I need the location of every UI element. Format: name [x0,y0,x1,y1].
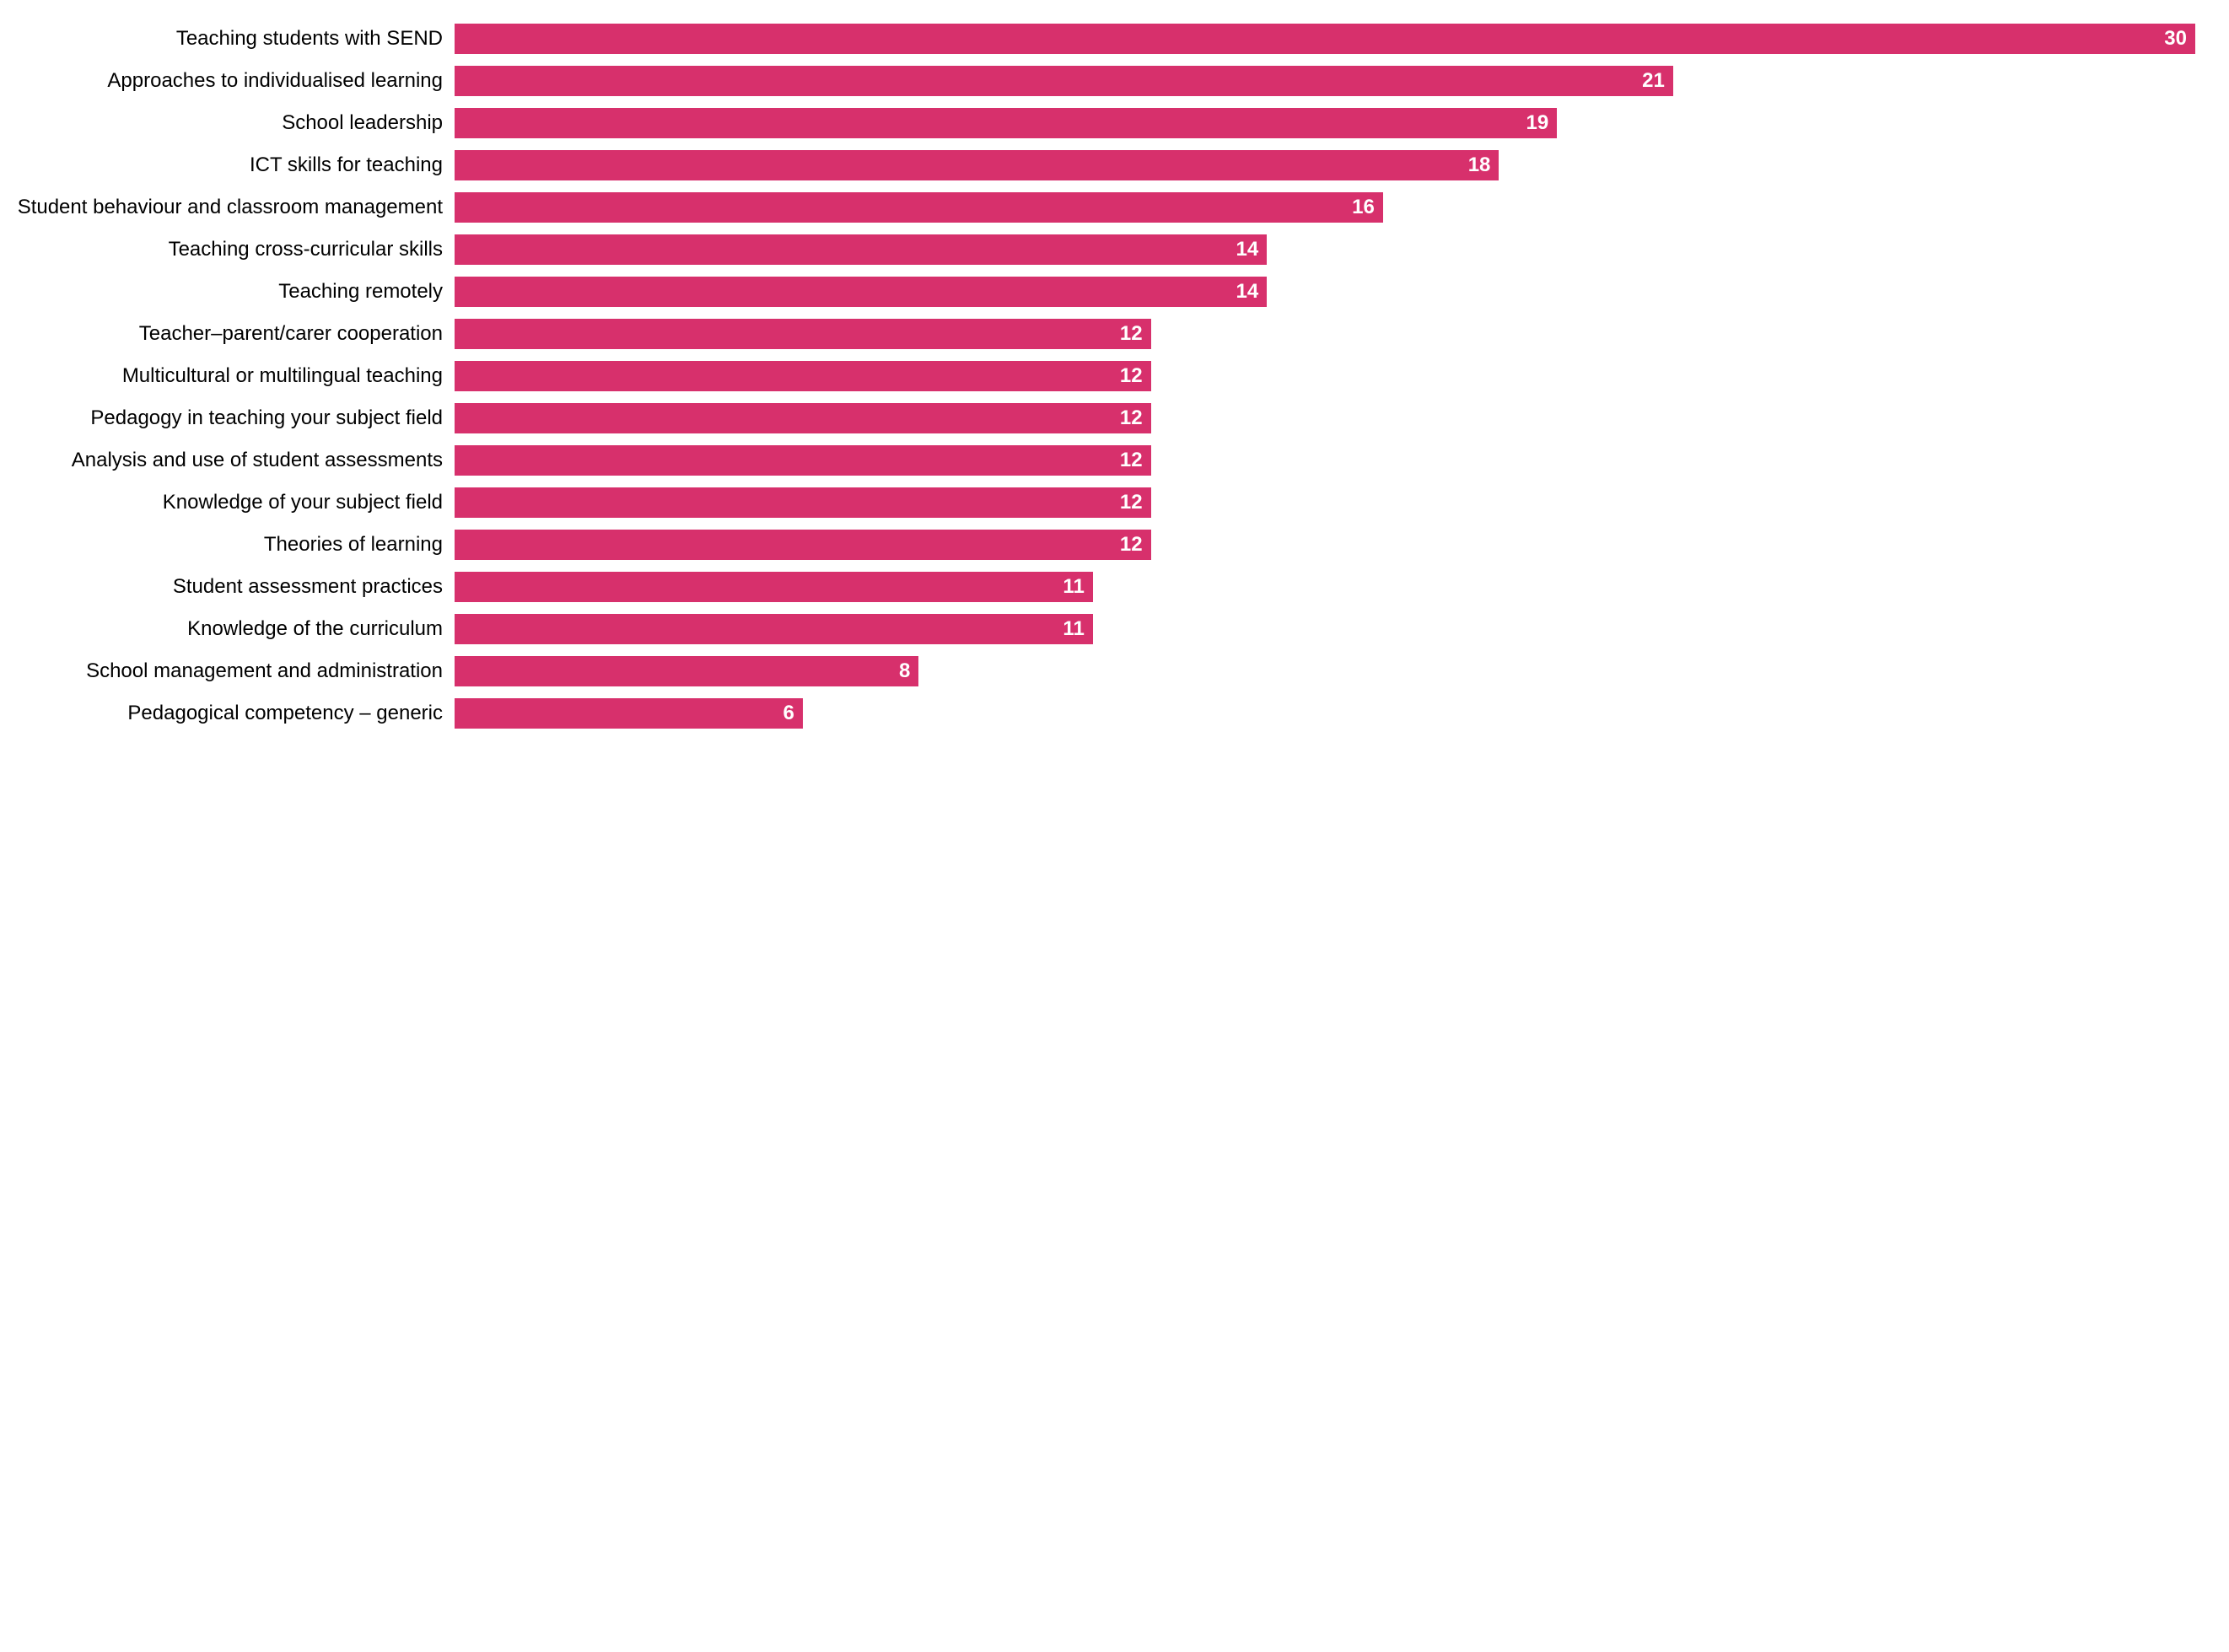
bar-row: Approaches to individualised learning 21 [17,64,2195,98]
category-label: Multicultural or multilingual teaching [17,364,455,388]
category-label: School management and administration [17,659,455,683]
bar-track: 11 [455,612,2195,646]
value-label: 14 [1236,280,1267,304]
value-label: 12 [1120,533,1151,557]
value-label: 19 [1526,111,1557,135]
bar: 12 [455,361,1151,391]
horizontal-bar-chart: Teaching students with SEND 30 Approaches … [0,0,2229,761]
bar-track: 12 [455,401,2195,435]
bar-row: Theories of learning 12 [17,528,2195,562]
category-label: Theories of learning [17,533,455,557]
bar: 8 [455,656,918,686]
bar: 21 [455,66,1673,96]
bar-row: Multicultural or multilingual teaching 12 [17,359,2195,393]
bar: 12 [455,530,1151,560]
bar-track: 14 [455,233,2195,266]
bar-row: Knowledge of the curriculum 11 [17,612,2195,646]
category-label: Knowledge of the curriculum [17,617,455,641]
bar-track: 18 [455,148,2195,182]
value-label: 12 [1120,322,1151,346]
bar-track: 30 [455,22,2195,56]
category-label: Knowledge of your subject field [17,491,455,514]
bar-row: Teaching cross-curricular skills 14 [17,233,2195,266]
bar-track: 12 [455,317,2195,351]
bar-track: 8 [455,654,2195,688]
bar-track: 12 [455,528,2195,562]
value-label: 30 [2164,27,2195,51]
category-label: Analysis and use of student assessments [17,449,455,472]
bar: 16 [455,192,1383,223]
category-label: Teaching cross-curricular skills [17,238,455,261]
bar-row: School leadership 19 [17,106,2195,140]
bar-track: 6 [455,697,2195,730]
bar-track: 12 [455,359,2195,393]
bar-row: Teacher–parent/carer cooperation 12 [17,317,2195,351]
value-label: 12 [1120,449,1151,472]
bar-row: Pedagogy in teaching your subject field 1… [17,401,2195,435]
bar: 11 [455,614,1093,644]
category-label: Student behaviour and classroom manageme… [17,196,455,219]
bar-row: Knowledge of your subject field 12 [17,486,2195,519]
category-label: Teaching students with SEND [17,27,455,51]
bar-row: School management and administration 8 [17,654,2195,688]
value-label: 16 [1352,196,1383,219]
bar: 18 [455,150,1499,180]
bar: 30 [455,24,2195,54]
bar-row: Analysis and use of student assessments 1… [17,444,2195,477]
value-label: 12 [1120,491,1151,514]
value-label: 12 [1120,406,1151,430]
bar-track: 19 [455,106,2195,140]
bar-row: ICT skills for teaching 18 [17,148,2195,182]
bar-row: Student behaviour and classroom manageme… [17,191,2195,224]
bar: 6 [455,698,803,729]
bar-row: Student assessment practices 11 [17,570,2195,604]
bar-track: 16 [455,191,2195,224]
category-label: Teacher–parent/carer cooperation [17,322,455,346]
category-label: Student assessment practices [17,575,455,599]
bar-track: 12 [455,486,2195,519]
bar-row: Teaching remotely 14 [17,275,2195,309]
category-label: ICT skills for teaching [17,153,455,177]
value-label: 12 [1120,364,1151,388]
bar-track: 11 [455,570,2195,604]
bar-row: Pedagogical competency – generic 6 [17,697,2195,730]
value-label: 8 [899,659,918,683]
bar: 12 [455,403,1151,433]
bar: 12 [455,319,1151,349]
value-label: 11 [1063,617,1092,641]
category-label: Teaching remotely [17,280,455,304]
category-label: School leadership [17,111,455,135]
category-label: Approaches to individualised learning [17,69,455,93]
bar: 14 [455,277,1267,307]
bar: 12 [455,487,1151,518]
value-label: 14 [1236,238,1267,261]
bar: 19 [455,108,1557,138]
bar: 14 [455,234,1267,265]
value-label: 6 [783,702,802,725]
value-label: 18 [1468,153,1499,177]
category-label: Pedagogical competency – generic [17,702,455,725]
value-label: 21 [1642,69,1673,93]
bar: 11 [455,572,1093,602]
bar-track: 21 [455,64,2195,98]
bar: 12 [455,445,1151,476]
bar-track: 14 [455,275,2195,309]
bar-row: Teaching students with SEND 30 [17,22,2195,56]
value-label: 11 [1063,575,1092,599]
category-label: Pedagogy in teaching your subject field [17,406,455,430]
bar-track: 12 [455,444,2195,477]
